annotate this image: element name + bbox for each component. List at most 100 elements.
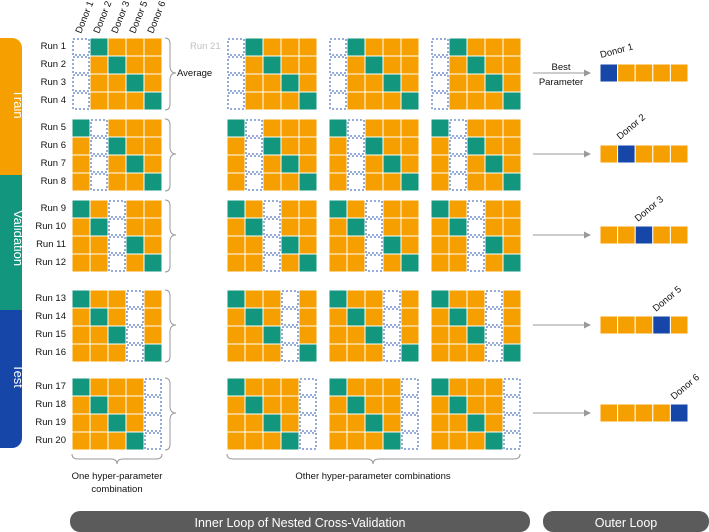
train-cell bbox=[400, 289, 420, 309]
fold-grid bbox=[226, 199, 318, 273]
validation-cell bbox=[364, 55, 384, 75]
train-cell bbox=[71, 413, 91, 433]
test-cell bbox=[281, 308, 299, 326]
train-cell bbox=[346, 431, 366, 451]
train-cell bbox=[430, 325, 450, 345]
sidebar-validation-label: Validation bbox=[11, 210, 26, 266]
train-cell bbox=[107, 154, 127, 174]
train-cell bbox=[430, 413, 450, 433]
train-cell bbox=[382, 37, 402, 57]
outer-train-cell bbox=[669, 225, 689, 245]
outer-train-cell bbox=[617, 63, 636, 83]
fold-grid bbox=[430, 377, 521, 451]
validation-cell bbox=[382, 73, 402, 93]
train-cell bbox=[244, 377, 264, 397]
validation-cell bbox=[89, 217, 109, 237]
outer-donor-label-2: Donor 2 bbox=[615, 112, 648, 142]
outer-bar bbox=[599, 225, 689, 245]
train-cell bbox=[328, 431, 348, 451]
test-cell bbox=[126, 344, 144, 362]
validation-cell bbox=[448, 37, 468, 57]
train-cell bbox=[262, 118, 282, 138]
train-cell bbox=[400, 217, 420, 237]
train-cell bbox=[484, 37, 504, 57]
train-cell bbox=[107, 431, 127, 451]
test-cell bbox=[281, 344, 299, 362]
validation-cell bbox=[466, 136, 486, 156]
train-cell bbox=[280, 253, 300, 273]
test-cell bbox=[245, 137, 263, 155]
train-cell bbox=[71, 395, 91, 415]
train-cell bbox=[448, 55, 468, 75]
fold-grid bbox=[329, 37, 420, 111]
test-cell bbox=[365, 236, 383, 254]
validation-cell bbox=[143, 343, 163, 363]
train-cell bbox=[400, 73, 420, 93]
train-cell bbox=[346, 413, 366, 433]
validation-cell bbox=[89, 37, 109, 57]
train-cell bbox=[71, 307, 91, 327]
sidebar-test-label: Test bbox=[11, 364, 26, 388]
train-cell bbox=[262, 307, 282, 327]
test-cell bbox=[299, 378, 317, 396]
test-cell bbox=[329, 92, 347, 110]
train-cell bbox=[382, 217, 402, 237]
outer-train-cell bbox=[617, 225, 636, 245]
run-label: Run 14 bbox=[35, 311, 66, 322]
train-cell bbox=[328, 136, 348, 156]
train-cell bbox=[71, 217, 91, 237]
train-cell bbox=[280, 118, 300, 138]
train-cell bbox=[502, 289, 522, 309]
test-cell bbox=[503, 414, 521, 432]
train-cell bbox=[502, 325, 522, 345]
brace-2 bbox=[164, 118, 177, 192]
outer-train-cell bbox=[652, 403, 671, 423]
train-cell bbox=[364, 307, 384, 327]
train-cell bbox=[328, 395, 348, 415]
train-cell bbox=[400, 154, 420, 174]
fold-grid bbox=[226, 377, 317, 451]
sidebar-validation bbox=[0, 175, 22, 310]
train-cell bbox=[280, 172, 300, 192]
test-cell bbox=[281, 290, 299, 308]
validation-cell bbox=[382, 154, 402, 174]
train-cell bbox=[430, 343, 450, 363]
train-cell bbox=[400, 55, 420, 75]
train-cell bbox=[125, 91, 145, 111]
train-cell bbox=[107, 172, 127, 192]
outer-bar bbox=[599, 403, 689, 423]
train-cell bbox=[89, 343, 109, 363]
test-cell bbox=[431, 74, 449, 92]
validation-cell bbox=[89, 395, 109, 415]
brace-3 bbox=[164, 199, 177, 273]
fold-grid bbox=[430, 199, 522, 273]
train-cell bbox=[107, 343, 127, 363]
validation-cell bbox=[400, 343, 420, 363]
train-cell bbox=[400, 118, 420, 138]
train-cell bbox=[226, 325, 246, 345]
train-cell bbox=[400, 199, 420, 219]
train-cell bbox=[244, 55, 264, 75]
validation-cell bbox=[346, 217, 366, 237]
validation-cell bbox=[400, 253, 420, 273]
test-cell bbox=[144, 432, 162, 450]
validation-cell bbox=[430, 199, 450, 219]
train-cell bbox=[71, 431, 91, 451]
train-cell bbox=[364, 172, 384, 192]
outer-train-cell bbox=[669, 315, 689, 335]
train-cell bbox=[298, 235, 318, 255]
test-cell bbox=[329, 56, 347, 74]
validation-cell bbox=[448, 395, 468, 415]
outer-loop-bars bbox=[599, 63, 689, 423]
test-cell bbox=[347, 173, 365, 191]
train-cell bbox=[328, 154, 348, 174]
fold-grid bbox=[328, 199, 420, 273]
outer-donor-label-6: Donor 6 bbox=[669, 372, 702, 402]
train-cell bbox=[466, 307, 486, 327]
validation-cell bbox=[71, 118, 91, 138]
train-cell bbox=[364, 289, 384, 309]
train-cell bbox=[71, 325, 91, 345]
test-cell bbox=[263, 254, 281, 272]
validation-cell bbox=[226, 118, 246, 138]
